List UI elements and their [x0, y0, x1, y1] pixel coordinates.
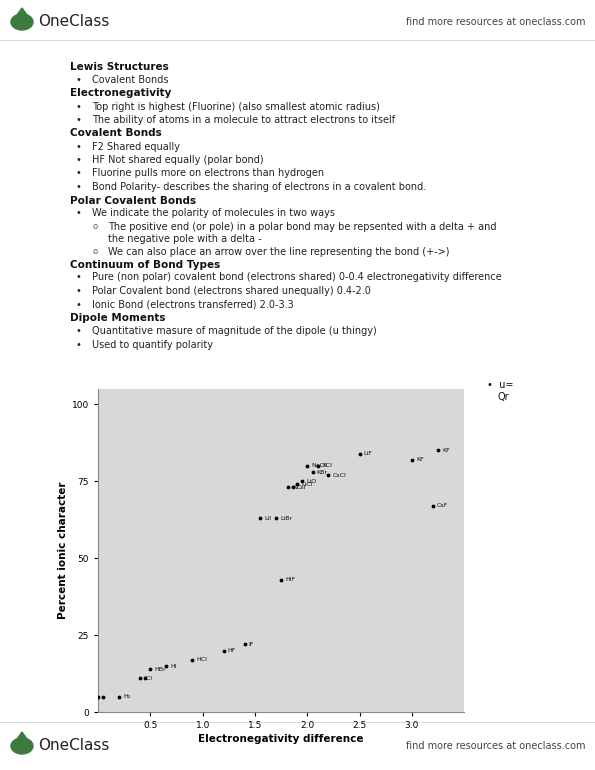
Text: F2 Shared equally: F2 Shared equally [92, 142, 180, 152]
Text: HI: HI [170, 664, 177, 668]
Text: Top right is highest (Fluorine) (also smallest atomic radius): Top right is highest (Fluorine) (also sm… [92, 102, 380, 112]
Text: Electronegativity: Electronegativity [70, 89, 171, 99]
Text: Quantitative masure of magnitude of the dipole (u thingy): Quantitative masure of magnitude of the … [92, 326, 377, 336]
Text: •: • [75, 115, 81, 125]
Text: OneClass: OneClass [38, 14, 109, 28]
Text: •: • [75, 169, 81, 179]
Text: KCl: KCl [322, 464, 332, 468]
Text: Lewis Structures: Lewis Structures [70, 62, 169, 72]
Ellipse shape [11, 14, 33, 30]
Text: We can also place an arrow over the line representing the bond (+->): We can also place an arrow over the line… [108, 247, 449, 257]
Text: NaCl: NaCl [311, 464, 326, 468]
Text: HBr: HBr [155, 667, 166, 671]
Text: KF: KF [416, 457, 424, 462]
Text: find more resources at oneclass.com: find more resources at oneclass.com [406, 741, 585, 751]
Ellipse shape [11, 738, 33, 754]
Text: Used to quantify polarity: Used to quantify polarity [92, 340, 213, 350]
Text: find more resources at oneclass.com: find more resources at oneclass.com [406, 17, 585, 27]
Text: Polar Covalent bond (electrons shared unequally) 0.4-2.0: Polar Covalent bond (electrons shared un… [92, 286, 371, 296]
Text: OneClass: OneClass [38, 738, 109, 752]
Text: CsI: CsI [297, 485, 306, 490]
Text: The ability of atoms in a molecule to attract electrons to itself: The ability of atoms in a molecule to at… [92, 115, 395, 125]
Polygon shape [17, 732, 27, 739]
Text: the negative pole with a delta -: the negative pole with a delta - [108, 235, 262, 245]
Text: •: • [75, 142, 81, 152]
Text: Ionic Bond (electrons transferred) 2.0-3.3: Ionic Bond (electrons transferred) 2.0-3… [92, 300, 294, 310]
Text: IF: IF [249, 642, 254, 647]
Text: •: • [75, 326, 81, 336]
Text: CsF: CsF [437, 504, 448, 508]
Text: HIF: HIF [286, 578, 296, 582]
Text: HF Not shared equally (polar bond): HF Not shared equally (polar bond) [92, 155, 264, 165]
Text: H₂: H₂ [123, 695, 130, 699]
Text: •: • [75, 273, 81, 283]
Text: Bond Polarity- describes the sharing of electrons in a covalent bond.: Bond Polarity- describes the sharing of … [92, 182, 426, 192]
Text: CsCl: CsCl [333, 473, 346, 477]
Text: •: • [75, 182, 81, 192]
Text: •: • [75, 340, 81, 350]
Text: Covalent Bonds: Covalent Bonds [92, 75, 168, 85]
Text: •  u=: • u= [487, 380, 513, 390]
Text: LiI: LiI [264, 516, 271, 521]
Text: •: • [75, 286, 81, 296]
Text: KI: KI [293, 485, 299, 490]
Text: Fluorine pulls more on electrons than hydrogen: Fluorine pulls more on electrons than hy… [92, 169, 324, 179]
Text: LiBr: LiBr [280, 516, 292, 521]
Text: Continuum of Bond Types: Continuum of Bond Types [70, 259, 220, 270]
Text: The positive end (or pole) in a polar bond may be repsented with a delta + and: The positive end (or pole) in a polar bo… [108, 222, 496, 232]
Text: •: • [75, 102, 81, 112]
Text: Polar Covalent Bonds: Polar Covalent Bonds [70, 196, 196, 206]
Polygon shape [17, 8, 27, 15]
Text: Pure (non polar) covalent bond (electrons shared) 0-0.4 electronegativity differ: Pure (non polar) covalent bond (electron… [92, 273, 502, 283]
Text: LiO: LiO [306, 479, 317, 484]
Text: ICl: ICl [144, 676, 152, 681]
Text: KF: KF [442, 448, 450, 453]
Text: Covalent Bonds: Covalent Bonds [70, 129, 162, 139]
Text: LiCl: LiCl [301, 482, 312, 487]
Y-axis label: Percent ionic character: Percent ionic character [58, 482, 68, 619]
X-axis label: Electronegativity difference: Electronegativity difference [198, 735, 364, 745]
Text: •: • [75, 155, 81, 165]
Text: HF: HF [228, 648, 236, 653]
Text: o: o [92, 247, 98, 256]
Text: KBr: KBr [317, 470, 328, 474]
Text: We indicate the polarity of molecules in two ways: We indicate the polarity of molecules in… [92, 209, 335, 219]
Text: Dipole Moments: Dipole Moments [70, 313, 165, 323]
Text: •: • [75, 209, 81, 219]
Text: HCl: HCl [196, 658, 207, 662]
Text: o: o [92, 222, 98, 231]
Text: •: • [75, 300, 81, 310]
Text: Qr: Qr [497, 392, 509, 402]
Text: •: • [75, 75, 81, 85]
Text: LiF: LiF [364, 451, 372, 456]
